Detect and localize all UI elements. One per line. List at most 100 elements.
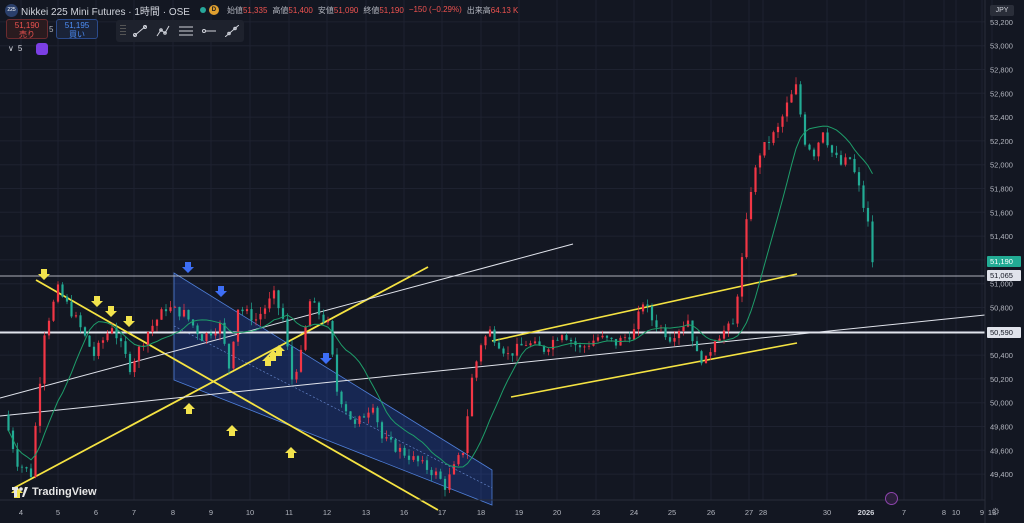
path-icon[interactable] xyxy=(154,23,172,39)
candle-body xyxy=(668,337,672,342)
blue-arrow-down-icon xyxy=(320,353,332,364)
candle-body xyxy=(353,419,357,424)
candle-body xyxy=(232,341,235,369)
candle-body xyxy=(295,371,298,380)
horizontal-ray-icon[interactable] xyxy=(200,23,218,39)
time-axis: 4 5 6 7 8 9 10 11 12 13 16 17 18 19 20 23 24 25 26 27 28 30 20… xyxy=(19,508,996,517)
x-tick-label: 16 xyxy=(400,508,408,517)
buy-button[interactable]: 51,195 買い xyxy=(56,19,98,39)
ohlc-close: 終値51,190 xyxy=(363,5,404,15)
candle-body xyxy=(376,407,379,423)
candle-body xyxy=(65,296,69,302)
parallel-channel-icon[interactable] xyxy=(177,23,195,39)
symbol-title[interactable]: Nikkei 225 Mini Futures · 1時間 · OSE xyxy=(21,6,190,18)
candle-body xyxy=(97,342,100,357)
candle-body xyxy=(254,319,258,321)
candle-body xyxy=(151,325,154,332)
candle-body xyxy=(124,341,127,354)
candle-body xyxy=(506,353,510,355)
x-tick-label: 19 xyxy=(515,508,523,517)
candle-body xyxy=(686,320,690,327)
candle-body xyxy=(362,416,366,418)
x-tick-label: 20 xyxy=(553,508,561,517)
drag-handle-icon[interactable] xyxy=(120,25,126,37)
candle-body xyxy=(866,207,870,222)
chevron-down-icon[interactable]: ∨ xyxy=(8,44,14,53)
magic-wand-icon[interactable] xyxy=(885,492,898,505)
candle-body xyxy=(398,447,402,452)
candle-body xyxy=(844,157,847,165)
x-tick-label: 30 xyxy=(823,508,831,517)
yellow-arrow-up-icon xyxy=(273,345,285,356)
x-tick-label: 13 xyxy=(362,508,370,517)
candle-body xyxy=(817,142,820,157)
candle-body xyxy=(641,304,645,312)
candle-body xyxy=(92,346,96,357)
candle-body xyxy=(299,349,303,372)
candle-body xyxy=(106,333,109,341)
candle-body xyxy=(646,304,649,307)
blue-arrow-down-icon xyxy=(182,262,194,273)
candle-body xyxy=(349,411,352,420)
candle-body xyxy=(205,332,208,342)
candle-body xyxy=(812,149,816,157)
order-quantity[interactable]: 5 xyxy=(49,25,54,34)
trend-line-icon[interactable] xyxy=(131,23,149,39)
candle-body xyxy=(169,307,172,312)
x-tick-label: 7 xyxy=(132,508,136,517)
candle-body xyxy=(520,343,523,346)
currency-selector[interactable]: JPY xyxy=(990,5,1014,16)
candle-body xyxy=(628,337,631,340)
candle-body xyxy=(25,467,28,469)
candle-body xyxy=(808,144,811,150)
candle-body xyxy=(565,335,568,340)
candle-body xyxy=(650,306,654,321)
candle-body xyxy=(475,361,478,378)
y-tick-label: 51,400 xyxy=(990,232,1013,241)
candle-body xyxy=(290,346,294,380)
candle-body xyxy=(758,155,762,168)
candle-body xyxy=(763,142,766,156)
candle-body xyxy=(128,353,132,373)
candle-body xyxy=(457,455,460,465)
chart-grid xyxy=(0,0,993,500)
x-tick-label: 28 xyxy=(759,508,767,517)
candle-body xyxy=(236,309,240,342)
yellow-arrow-down-icon xyxy=(105,306,117,317)
candle-body xyxy=(403,447,406,456)
y-tick-label: 49,600 xyxy=(990,446,1013,455)
white-trendline-lower xyxy=(0,314,986,417)
indicator-icon[interactable] xyxy=(36,43,48,55)
candle-body xyxy=(142,345,145,347)
candle-body xyxy=(322,314,325,323)
x-tick-label: 26 xyxy=(707,508,715,517)
candle-body xyxy=(83,327,87,336)
yellow-arrow-up-icon xyxy=(183,403,195,414)
candle-body xyxy=(101,340,105,343)
indicator-legend[interactable]: ∨ 5 xyxy=(8,44,22,53)
candle-body xyxy=(745,219,748,258)
sell-button[interactable]: 51,190 売り xyxy=(6,19,48,39)
y-tick-label: 52,400 xyxy=(990,113,1013,122)
yellow-arrow-down-icon xyxy=(123,316,135,327)
x-tick-label: 6 xyxy=(94,508,98,517)
candle-body xyxy=(524,345,528,347)
y-tick-label: 51,000 xyxy=(990,280,1013,289)
gear-icon[interactable]: ⚙ xyxy=(991,507,1000,518)
x-tick-label: 9 xyxy=(980,508,984,517)
yellow-arrow-down-icon xyxy=(38,269,50,280)
sell-price: 51,190 xyxy=(14,21,40,30)
symbol-logo[interactable]: 225 xyxy=(5,3,18,17)
ohlc-open: 始値51,335 xyxy=(226,5,268,15)
candle-body xyxy=(452,464,456,475)
candle-body xyxy=(704,355,708,364)
candle-body xyxy=(407,455,411,460)
candle-body xyxy=(722,330,726,339)
candle-body xyxy=(538,341,541,346)
candle-body xyxy=(367,412,370,418)
tradingview-logo: TradingView xyxy=(12,486,97,498)
candle-body xyxy=(583,346,586,348)
candle-body xyxy=(178,306,181,317)
extended-line-icon[interactable] xyxy=(223,23,241,39)
